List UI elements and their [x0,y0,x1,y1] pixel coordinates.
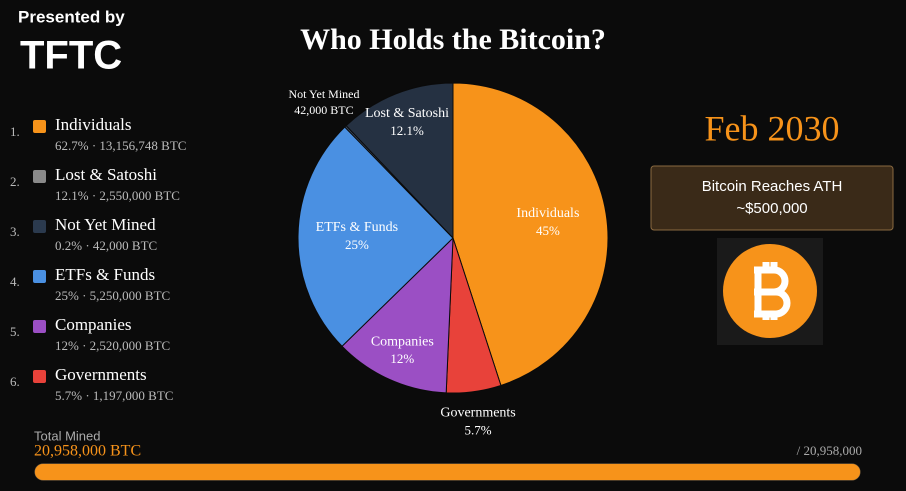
forecast-headline: Bitcoin Reaches ATH [702,178,843,195]
forecast-box [650,165,894,231]
legend-number: 2. [10,174,20,189]
legend-swatch [33,170,46,183]
legend-number: 4. [10,274,20,289]
slice-value: 45% [536,223,560,238]
legend-swatch [33,370,46,383]
bitcoin-glyph [754,262,791,320]
pie-slice [297,126,454,347]
legend-number: 1. [10,124,20,139]
progress-max: / 20,958,000 [797,443,862,458]
pie-slice [452,82,609,387]
legend-detail: 0.2% · 42,000 BTC [55,238,157,253]
slice-label: Governments [440,406,515,421]
chart-title: Who Holds the Bitcoin? [300,23,606,56]
brand: TFTC [20,34,122,78]
forecast-date: Feb 2030 [705,108,840,148]
legend-name: Companies [55,315,132,334]
legend-detail: 5.7% · 1,197,000 BTC [55,388,173,403]
legend-swatch [33,320,46,333]
legend-name: Not Yet Mined [55,215,156,234]
legend-detail: 25% · 5,250,000 BTC [55,288,170,303]
progress-label: Total Mined [34,428,100,443]
slice-label: Companies [371,334,434,349]
legend-number: 5. [10,324,20,339]
slice-label: ETFs & Funds [316,220,398,235]
legend-swatch [33,270,46,283]
legend-name: Governments [55,365,147,384]
legend-detail: 12.1% · 2,550,000 BTC [55,188,180,203]
forecast-price: ~$500,000 [736,200,807,217]
slice-value: 12.1% [390,123,424,138]
legend-number: 6. [10,374,20,389]
legend-number: 3. [10,224,20,239]
slice-value: 25% [345,237,369,252]
legend-swatch [33,220,46,233]
slice-label: Individuals [516,206,579,221]
legend-detail: 12% · 2,520,000 BTC [55,338,170,353]
pie-slice [341,236,454,394]
slice-annotation: 42,000 BTC [294,103,353,117]
slice-value: 12% [390,351,414,366]
legend-name: Individuals [55,115,132,134]
slice-label: Not Yet Mined [288,87,359,101]
pie-slice [345,82,454,240]
legend-swatch [33,120,46,133]
legend-detail: 62.7% · 13,156,748 BTC [55,138,186,153]
legend-name: ETFs & Funds [55,265,155,284]
presented-by: Presented by [18,7,125,26]
slice-label: Lost & Satoshi [365,106,449,121]
progress-fill [35,464,860,480]
slice-value: 5.7% [465,422,492,437]
legend-name: Lost & Satoshi [55,165,157,184]
progress-value: 20,958,000 BTC [34,443,141,460]
